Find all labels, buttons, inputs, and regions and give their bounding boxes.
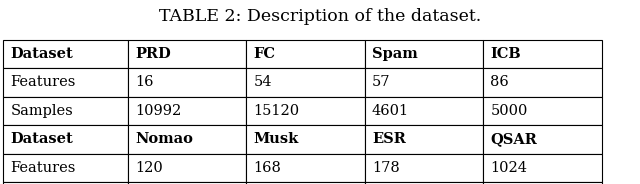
Text: 4601: 4601	[372, 104, 409, 118]
Text: PRD: PRD	[135, 47, 171, 61]
Text: QSAR: QSAR	[490, 132, 537, 146]
Bar	[128, 182, 246, 184]
Bar	[246, 97, 365, 125]
Text: 57: 57	[372, 75, 390, 89]
Bar	[3, 40, 128, 68]
Text: Dataset: Dataset	[11, 132, 74, 146]
Text: Nomao: Nomao	[135, 132, 193, 146]
Bar	[365, 125, 483, 154]
Bar	[483, 125, 602, 154]
Bar	[246, 182, 365, 184]
Text: Features: Features	[11, 161, 76, 175]
Bar	[3, 154, 128, 182]
Bar	[483, 182, 602, 184]
Bar	[483, 154, 602, 182]
Bar	[246, 125, 365, 154]
Bar	[365, 97, 483, 125]
Bar	[365, 182, 483, 184]
Text: Dataset: Dataset	[11, 47, 74, 61]
Bar	[483, 97, 602, 125]
Text: 86: 86	[490, 75, 509, 89]
Bar	[365, 40, 483, 68]
Bar	[246, 40, 365, 68]
Bar	[365, 68, 483, 97]
Text: 178: 178	[372, 161, 399, 175]
Text: 168: 168	[253, 161, 282, 175]
Text: Features: Features	[11, 75, 76, 89]
Text: TABLE 2: Description of the dataset.: TABLE 2: Description of the dataset.	[159, 8, 481, 25]
Bar	[128, 97, 246, 125]
Text: 10992: 10992	[135, 104, 181, 118]
Bar	[3, 125, 128, 154]
Bar	[246, 68, 365, 97]
Text: 1024: 1024	[490, 161, 527, 175]
Bar	[483, 40, 602, 68]
Bar	[128, 125, 246, 154]
Text: 54: 54	[253, 75, 272, 89]
Bar	[128, 68, 246, 97]
Text: 15120: 15120	[253, 104, 300, 118]
Text: 16: 16	[135, 75, 154, 89]
Bar	[483, 68, 602, 97]
Text: Musk: Musk	[253, 132, 299, 146]
Bar	[128, 154, 246, 182]
Bar	[365, 154, 483, 182]
Text: Spam: Spam	[372, 47, 418, 61]
Text: ICB: ICB	[490, 47, 521, 61]
Bar	[128, 40, 246, 68]
Text: 120: 120	[135, 161, 163, 175]
Text: Samples: Samples	[11, 104, 74, 118]
Text: ESR: ESR	[372, 132, 406, 146]
Bar	[3, 182, 128, 184]
Text: 5000: 5000	[490, 104, 527, 118]
Text: FC: FC	[253, 47, 275, 61]
Bar	[3, 68, 128, 97]
Bar	[246, 154, 365, 182]
Bar	[3, 97, 128, 125]
